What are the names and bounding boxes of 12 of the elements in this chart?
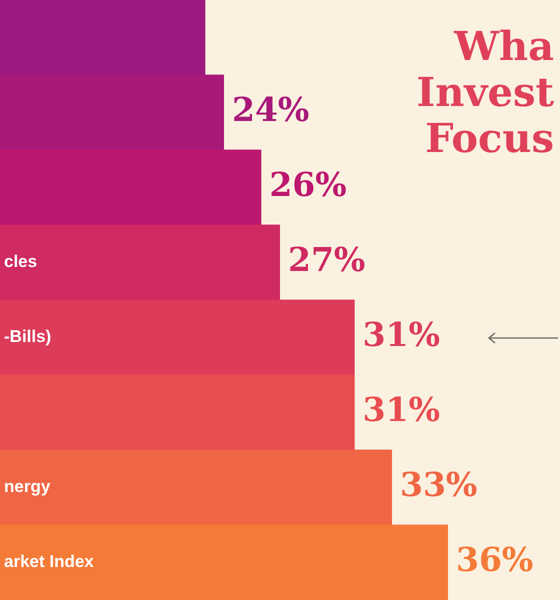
- data-label: 31%: [362, 390, 440, 430]
- text: Wha Invest Focus: [416, 23, 554, 162]
- y-tick-label: cles: [4, 252, 38, 272]
- data-label: 33%: [400, 465, 478, 504]
- y-tick-label: nergy: [4, 477, 51, 496]
- data-label: 31%: [362, 315, 440, 354]
- data-label: 26%: [269, 165, 347, 204]
- y-tick-label: -Bills): [4, 327, 52, 346]
- y-tick-label: arket Index: [4, 552, 94, 572]
- data-label: 27%: [288, 240, 366, 280]
- data-label: 24%: [232, 90, 310, 130]
- data-label: 36%: [456, 540, 534, 580]
